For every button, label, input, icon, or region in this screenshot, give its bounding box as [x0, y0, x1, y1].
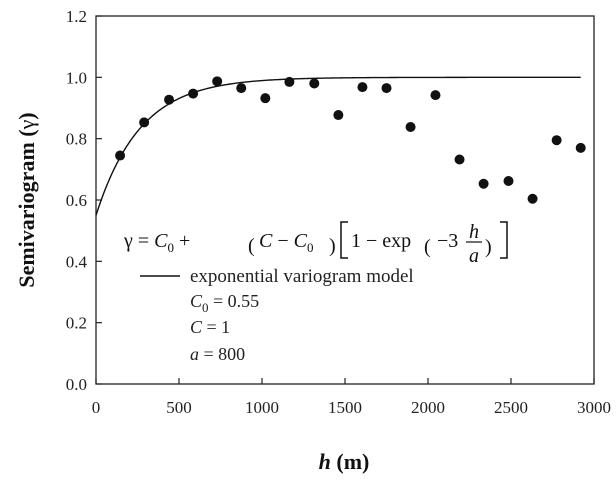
param-a: a = 800 — [190, 344, 245, 364]
y-tick-label: 0.0 — [66, 375, 87, 394]
data-point — [212, 76, 223, 87]
eq-c0b-sub: 0 — [307, 240, 314, 255]
eq-equals: = — [133, 230, 154, 252]
y-axis-title-main: Semivariogram ( — [14, 129, 39, 287]
eq-rparen: ) — [329, 235, 336, 257]
data-point — [309, 78, 320, 89]
data-point — [381, 83, 392, 94]
data-point — [164, 94, 175, 105]
data-point — [284, 76, 295, 87]
param-c-value: = 1 — [202, 317, 230, 337]
data-point — [357, 82, 368, 93]
param-c-symbol: C — [190, 317, 203, 337]
data-point — [405, 122, 416, 133]
eq-c0b: C — [294, 230, 308, 252]
legend-label: exponential variogram model — [190, 266, 414, 287]
x-tick-label: 0 — [92, 398, 101, 417]
x-tick-labels: 0 500 1000 1500 2000 2500 3000 — [92, 398, 611, 417]
axis-ticks — [95, 15, 595, 385]
data-point — [333, 110, 344, 121]
y-tick-label: 0.6 — [66, 191, 87, 210]
data-point — [430, 90, 441, 101]
param-a-symbol: a — [190, 344, 199, 364]
data-point — [478, 178, 489, 189]
data-point — [115, 150, 126, 161]
data-point — [260, 93, 271, 104]
x-tick-label: 1000 — [245, 398, 279, 417]
data-point — [188, 88, 199, 99]
data-point — [551, 135, 562, 146]
data-point — [527, 193, 538, 204]
eq-c-minus-c0: C − C0 — [259, 230, 313, 255]
eq-frac-a: a — [469, 245, 479, 267]
param-c: C = 1 — [190, 317, 230, 337]
model-equation-lhs: γ = C0 + — [123, 230, 190, 255]
y-axis-title: Semivariogram (γ) — [14, 112, 39, 287]
param-c0-sub: 0 — [202, 300, 209, 315]
eq-minus-2: − — [361, 230, 382, 252]
eq-minus-1: − — [272, 230, 293, 252]
eq-c0-sub: 0 — [167, 240, 174, 255]
x-axis-title-unit: (m) — [331, 449, 369, 474]
eq-rbracket — [500, 221, 508, 259]
data-point — [575, 142, 586, 153]
model-curve — [95, 76, 581, 216]
eq-exp: exp — [382, 230, 411, 252]
x-tick-label: 500 — [166, 398, 192, 417]
x-tick-label: 1500 — [328, 398, 362, 417]
param-c0: C0 = 0.55 — [190, 291, 259, 315]
y-axis-title-symbol: γ — [14, 119, 39, 130]
x-tick-label: 2000 — [411, 398, 445, 417]
data-points — [115, 76, 586, 204]
eq-c0: C — [154, 230, 168, 252]
x-tick-label: 3000 — [577, 398, 611, 417]
data-point — [454, 154, 465, 165]
eq-one: 1 — [351, 230, 361, 252]
y-tick-label: 0.2 — [66, 314, 87, 333]
data-point — [503, 175, 514, 186]
x-axis-title: h (m) — [319, 449, 370, 474]
data-point — [236, 83, 247, 94]
x-tick-label: 2500 — [494, 398, 528, 417]
eq-lparen: ( — [248, 235, 255, 257]
eq-inner: 1 − exp — [351, 230, 411, 252]
data-point — [139, 117, 150, 128]
eq-neg3: −3 — [437, 230, 458, 252]
param-c0-value: = 0.55 — [209, 291, 260, 311]
y-tick-label: 1.0 — [66, 68, 87, 87]
y-axis-title-close: ) — [14, 112, 39, 119]
eq-lparen-2: ( — [424, 236, 431, 258]
y-tick-label: 1.2 — [66, 7, 87, 26]
param-a-value: = 800 — [199, 344, 245, 364]
eq-c: C — [259, 230, 273, 252]
eq-gamma: γ — [123, 230, 133, 252]
x-axis-title-main: h — [319, 449, 331, 474]
y-tick-label: 0.8 — [66, 130, 87, 149]
y-tick-label: 0.4 — [66, 252, 88, 271]
eq-lbracket — [340, 221, 348, 259]
param-c0-symbol: C — [190, 291, 203, 311]
eq-frac-h: h — [469, 221, 479, 243]
eq-plus: + — [174, 230, 190, 252]
plot-area — [95, 15, 595, 385]
y-tick-labels: 0.0 0.2 0.4 0.6 0.8 1.0 1.2 — [66, 7, 88, 394]
eq-rparen-2: ) — [485, 236, 492, 258]
